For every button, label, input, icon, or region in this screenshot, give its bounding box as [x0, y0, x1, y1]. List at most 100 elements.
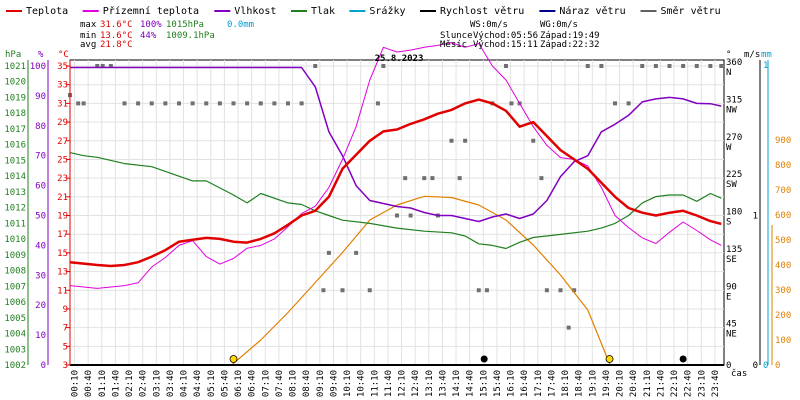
stat-sun-set: Západ:19:49: [540, 31, 600, 41]
temp-tick-label: 13: [57, 268, 68, 278]
wind-direction-point: [375, 101, 380, 106]
temp-tick-label: 21: [57, 193, 68, 203]
x-tick-label: 06:10: [234, 370, 244, 397]
temp-tick-label: 33: [57, 81, 68, 91]
unit-mm: mm: [761, 50, 772, 60]
x-tick-label: 17:10: [534, 370, 544, 397]
chart-title: 25.8.2023: [375, 54, 424, 64]
x-tick-label: 07:10: [261, 370, 271, 397]
unit-degc: °C: [58, 50, 69, 60]
legend-label: Rychlost větru: [440, 5, 524, 17]
wind-tick-label: 1: [753, 212, 758, 222]
solar-tick-label: 100: [775, 336, 791, 346]
wind-direction-point: [190, 101, 195, 106]
solar-tick-label: 200: [775, 311, 791, 321]
wind-direction-point: [108, 64, 113, 68]
direction-tick-label: 270: [726, 133, 742, 143]
x-tick-label: 16:40: [520, 370, 530, 397]
unit-pct: %: [38, 50, 44, 60]
solar-tick-label: 900: [775, 136, 791, 146]
stat-sun-rise: Východ:05:56: [473, 31, 538, 41]
temp-tick-label: 23: [57, 174, 68, 184]
direction-tick-compass: SW: [726, 180, 737, 190]
pressure-line: [69, 152, 722, 250]
pressure-tick-label: 1007: [4, 282, 26, 292]
moon-marker: [480, 355, 488, 363]
plot-area: [69, 59, 725, 366]
x-tick-label: 21:40: [656, 370, 666, 397]
humidity-tick-label: 20: [35, 301, 46, 311]
temp-tick-label: 17: [57, 230, 68, 240]
wind-direction-point: [81, 101, 86, 106]
pressure-tick-label: 1021: [4, 62, 26, 72]
wind-direction-point: [76, 101, 81, 106]
direction-tick-label: 135: [726, 245, 742, 255]
stat-avg-temp: 21.8°C: [100, 40, 133, 50]
x-tick-label: 11:10: [370, 370, 380, 397]
pressure-tick-label: 1009: [4, 251, 26, 261]
x-tick-label: 11:40: [384, 370, 394, 397]
wind-direction-point: [272, 101, 277, 106]
sun-marker: [605, 355, 614, 363]
axes: 00:10 00:40 01:10 01:40 02:10 02:40 03:10 03:40…: [4, 58, 791, 397]
wind-direction-point: [408, 213, 413, 218]
pressure-tick-label: 1010: [4, 235, 26, 245]
wind-direction-point: [326, 250, 331, 255]
x-tick-label: 22:10: [670, 370, 680, 397]
temp-tick-label: 3: [63, 361, 68, 371]
stat-max-rain: 0.0mm: [227, 20, 254, 30]
pressure-tick-label: 1003: [4, 345, 26, 355]
stat-max-press: 1015hPa: [166, 20, 204, 30]
wind-direction-point: [122, 101, 127, 106]
axis-units: hPa % °C ° m/s mm čas: [5, 50, 772, 379]
x-tick-label: 19:10: [588, 370, 598, 397]
pressure-tick-label: 1013: [4, 188, 26, 198]
wind-direction-point: [367, 288, 372, 293]
wind-direction-point: [245, 101, 250, 106]
legend-label: Přízemní teplota: [103, 5, 199, 17]
direction-tick-label: 45: [726, 320, 737, 330]
x-tick-label: 17:40: [547, 370, 557, 397]
legend-label: Směr větru: [661, 5, 721, 17]
x-tick-label: 04:10: [180, 370, 190, 397]
x-tick-label: 00:10: [71, 370, 81, 397]
x-tick-label: 15:40: [493, 370, 503, 397]
x-tick-label: 05:40: [220, 370, 230, 397]
pressure-tick-label: 1008: [4, 267, 26, 277]
legend-label: Náraz větru: [559, 5, 625, 17]
pressure-tick-label: 1016: [4, 141, 26, 151]
temp-tick-label: 27: [57, 137, 68, 147]
wind-direction-point: [585, 64, 590, 68]
legend-label: Tlak: [311, 6, 335, 17]
wind-direction-point: [381, 64, 386, 68]
wind-direction-point: [653, 64, 658, 68]
x-tick-label: 10:10: [343, 370, 353, 397]
direction-tick-compass: W: [726, 143, 732, 153]
unit-hpa: hPa: [5, 50, 21, 60]
moon-marker: [679, 355, 687, 363]
solar-tick-label: 500: [775, 236, 791, 246]
wind-direction-point: [204, 101, 209, 106]
x-tick-label: 03:40: [166, 370, 176, 397]
temp-tick-label: 25: [57, 155, 68, 165]
stats-panel: max 31.6°C 100% 1015hPa 0.0mm min 13.6°C…: [80, 20, 600, 50]
x-tick-label: 21:10: [643, 370, 653, 397]
x-tick-label: 20:40: [629, 370, 639, 397]
wind-direction-point: [476, 288, 481, 293]
wind-direction-point: [558, 288, 563, 293]
humidity-tick-label: 0: [41, 361, 46, 371]
wind-direction-point: [719, 64, 724, 68]
plot-frame: [69, 59, 725, 366]
solar-tick-label: 600: [775, 211, 791, 221]
humidity-tick-label: 90: [35, 92, 46, 102]
wind-direction-point: [395, 213, 399, 218]
unit-ms: m/s: [744, 50, 760, 60]
wind-direction-point: [572, 288, 577, 293]
wind-direction-point: [449, 138, 454, 143]
wind-direction-point: [484, 288, 489, 293]
x-tick-label: 14:10: [452, 370, 462, 397]
pressure-tick-label: 1017: [4, 125, 26, 135]
wind-direction-point: [544, 288, 549, 293]
temp-tick-label: 31: [57, 99, 68, 109]
